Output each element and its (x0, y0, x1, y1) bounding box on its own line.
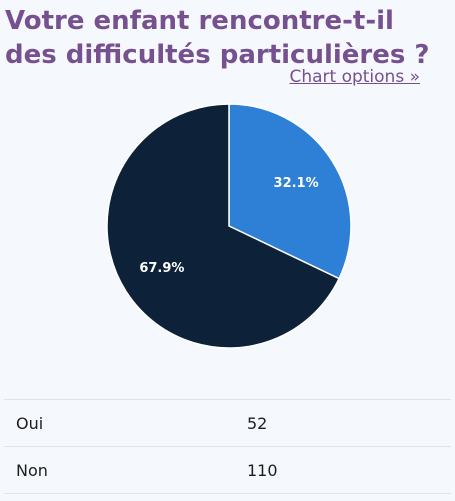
row-value: 52 (247, 399, 451, 447)
title-line-1: Votre enfant rencontre-t-il (5, 6, 394, 36)
pie-slice-oui[interactable] (228, 103, 352, 280)
row-label: Non (4, 446, 247, 494)
chart-options-link[interactable]: Chart options » (289, 67, 420, 87)
row-value: 110 (247, 446, 451, 494)
table-row: Non 110 (4, 446, 451, 494)
pie-slice-label-oui: 32.1% (274, 176, 319, 191)
table-row: Oui 52 (4, 399, 451, 447)
title-line-2: des difficultés particulières ? (5, 40, 430, 70)
data-table: Oui 52 Non 110 (4, 399, 451, 494)
pie-chart: 32.1% 67.9% (0, 95, 455, 357)
page-title: Votre enfant rencontre-t-il des difficul… (5, 4, 450, 72)
pie-chart-svg: 32.1% 67.9% (106, 103, 352, 349)
pie-slice-label-non: 67.9% (139, 261, 184, 276)
row-label: Oui (4, 399, 247, 447)
pie-slice-non[interactable] (106, 103, 341, 349)
